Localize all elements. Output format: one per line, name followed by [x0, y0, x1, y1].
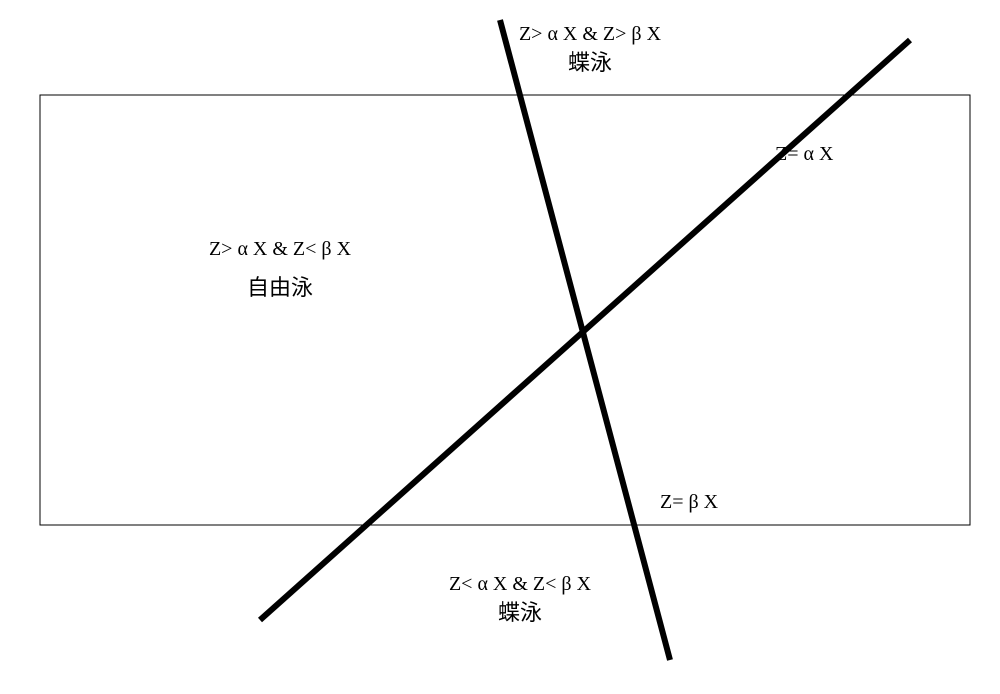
region-bottom-name: 蝶泳: [370, 598, 670, 629]
region-left-label: Z> α X & Z< β X 自由泳: [130, 235, 430, 304]
line-beta-label: Z= β X: [660, 488, 780, 516]
diagram-stage: Z> α X & Z> β X 蝶泳 Z> α X & Z< β X 自由泳 Z…: [0, 0, 1000, 694]
region-top-name: 蝶泳: [440, 48, 740, 79]
region-left-formula: Z> α X & Z< β X: [130, 235, 430, 263]
region-bottom-label: Z< α X & Z< β X 蝶泳: [370, 570, 670, 629]
line-beta: [500, 20, 670, 660]
region-top-formula: Z> α X & Z> β X: [440, 20, 740, 48]
line-alpha-label: Z= α X: [775, 140, 895, 168]
region-left-name: 自由泳: [130, 273, 430, 304]
region-bottom-formula: Z< α X & Z< β X: [370, 570, 670, 598]
region-top-label: Z> α X & Z> β X 蝶泳: [440, 20, 740, 79]
